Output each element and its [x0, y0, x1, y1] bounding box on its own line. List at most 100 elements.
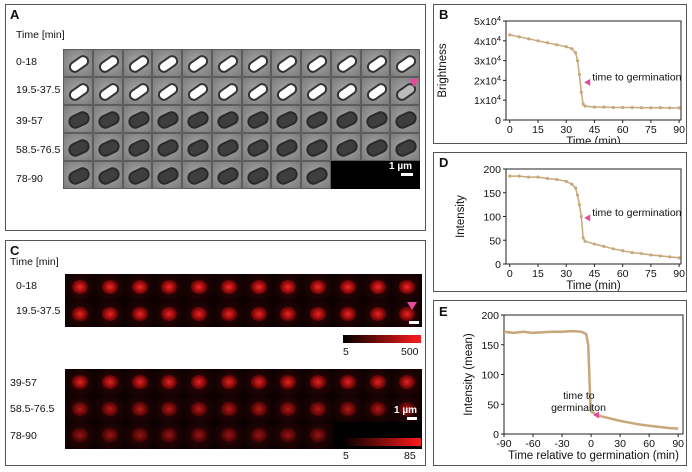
fluorescence-blob: [250, 401, 267, 416]
data-point: [508, 33, 512, 37]
fluorescence-blob: [339, 375, 356, 389]
fluorescence-blob: [280, 280, 297, 294]
micrograph-tile: [241, 49, 272, 77]
panel-c-time-header: Time [min]: [10, 256, 59, 268]
annotation-label: time to germination: [592, 71, 681, 83]
fluorescence-tile: [94, 395, 125, 422]
micrograph-tile: [360, 161, 391, 189]
micrograph-tile: [182, 161, 212, 189]
scale-bar-label: 1 µm: [394, 405, 417, 416]
y-tick-label: 150: [483, 188, 501, 200]
x-tick-label: 30: [560, 124, 572, 136]
data-point: [545, 176, 549, 181]
data-point: [577, 72, 581, 77]
fluorescence-tile: [124, 395, 155, 422]
fluorescence-blob: [310, 306, 326, 321]
annotation-label: germinaiton: [551, 402, 606, 414]
fluorescence-blob: [161, 306, 178, 321]
fluorescence-tile: [243, 300, 274, 327]
micrograph-tile: [152, 105, 182, 133]
micrograph-tile: [122, 105, 153, 133]
fluorescence-blob: [161, 401, 178, 416]
panel-c-label: C: [10, 243, 20, 258]
x-tick-label: 45: [589, 268, 601, 280]
chart-e: -90 -60 -30 0 30 60 90 0 50 100 150 200 Time relativ…: [463, 310, 684, 462]
y-tick-label: 0: [495, 115, 501, 127]
colorbar-bottom: [343, 438, 421, 446]
micrograph-tile: [152, 161, 182, 189]
fluorescence-tile: [124, 369, 155, 396]
fluorescence-blob: [280, 401, 297, 416]
x-tick-label: 75: [645, 268, 657, 280]
micrograph-tile: [122, 49, 153, 77]
spore-cell: [304, 52, 330, 76]
fluorescence-blob: [191, 280, 207, 294]
fluorescence-blob: [280, 306, 297, 321]
fluorescence-tile: [243, 369, 274, 396]
data-point: [583, 239, 587, 243]
spore-cell: [244, 137, 271, 159]
fluorescence-blob: [369, 306, 386, 321]
fluorescence-tile: [303, 369, 333, 396]
data-point: [575, 193, 580, 197]
panel-b: B 0 15 30 45 60 75 90 0 1x104 2x104 3x104 4x104 5x10…: [433, 4, 687, 144]
micrograph-tile: [390, 49, 420, 77]
fluorescence-tile: [303, 395, 333, 422]
fluorescence-blob: [280, 428, 297, 442]
spore-cell: [245, 80, 270, 104]
spore-cell: [185, 165, 211, 187]
fluorescence-tile: [303, 300, 333, 327]
fluorescence-tile: [184, 300, 214, 327]
fluorescence-tile: [94, 274, 125, 301]
spore-cell: [274, 52, 300, 76]
x-tick-label: 60: [617, 124, 629, 136]
micrograph-tile: [211, 49, 242, 77]
fluorescence-tile: [154, 395, 184, 422]
fluorescence-blob: [131, 428, 148, 442]
micrograph-tile: [182, 133, 212, 161]
fluorescence-blob: [399, 375, 416, 389]
panel-a-row-label: 0-18: [16, 56, 38, 68]
micrograph-tile: [301, 105, 331, 133]
data-point: [574, 186, 578, 190]
fluorescence-blob: [250, 375, 267, 389]
micrograph-tile: [390, 105, 420, 133]
data-point: [581, 102, 585, 106]
fluorescence-tile: [154, 274, 184, 301]
data-point: [570, 47, 574, 51]
annotation-label: time to germination: [592, 207, 681, 219]
micrograph-tile: [241, 133, 272, 161]
fluorescence-blob: [72, 280, 88, 294]
fluorescence-tile: [332, 369, 363, 396]
micrograph-tile: [271, 77, 301, 105]
spore-cell: [96, 52, 122, 76]
micrograph-tile: [92, 49, 123, 77]
y-tick-label: 100: [483, 212, 501, 224]
micrograph-tile: [330, 105, 361, 133]
fluorescence-blob: [131, 401, 148, 416]
spore-cell: [125, 109, 152, 131]
micrograph-tile: [122, 133, 153, 161]
fluorescence-tile: [392, 395, 422, 422]
fluorescence-blob: [191, 306, 207, 321]
micrograph-tile: [360, 105, 391, 133]
fluorescence-grid-top: [65, 274, 422, 327]
data-point: [630, 105, 634, 110]
micrograph-tile: [63, 133, 93, 161]
data-point: [555, 43, 559, 47]
micrograph-tile: [182, 49, 212, 77]
data-point: [508, 174, 512, 178]
x-axis-label: Time relative to germination (min): [508, 450, 679, 462]
spore-cell: [66, 137, 92, 159]
fluorescence-tile: [184, 395, 214, 422]
x-tick-label: 15: [532, 124, 544, 136]
x-tick-label: 90: [673, 268, 685, 280]
fluorescence-tile: [65, 274, 95, 301]
spore-cell: [334, 80, 360, 104]
x-tick-label: 0: [588, 438, 594, 450]
data-point: [658, 254, 662, 258]
germination-marker: [593, 411, 600, 419]
micrograph-tile: [63, 77, 93, 105]
fluorescence-tile: [213, 369, 244, 396]
fluorescence-tile: [65, 369, 95, 396]
